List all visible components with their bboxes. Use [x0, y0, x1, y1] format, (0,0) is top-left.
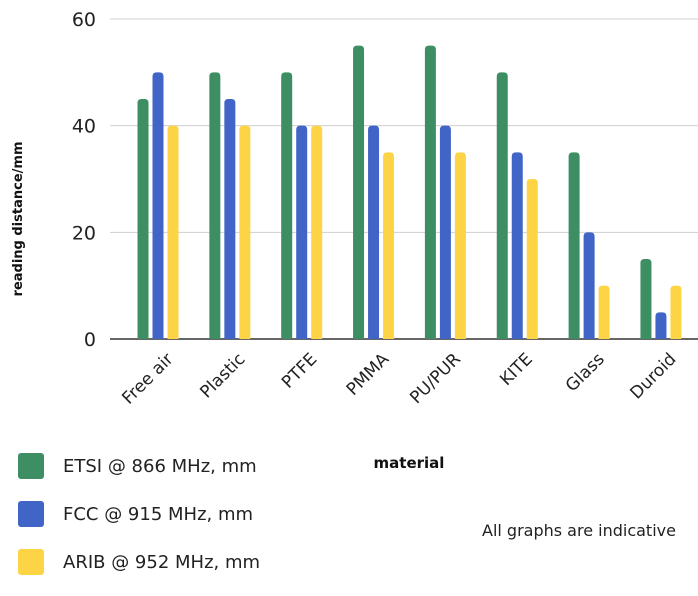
bar-glass-fcc [583, 232, 595, 339]
bar-glass-arib [598, 285, 610, 339]
x-category-label: Duroid [626, 349, 680, 403]
legend: ETSI @ 866 MHz, mm FCC @ 915 MHz, mm ARI… [18, 452, 260, 596]
bar-plastic-etsi [209, 72, 221, 339]
y-tick-labels: 0 20 40 60 [72, 9, 96, 351]
x-category-label: Plastic [196, 349, 249, 402]
legend-label-fcc: FCC @ 915 MHz, mm [63, 503, 254, 525]
y-tick-label: 60 [72, 9, 96, 31]
bar-duroid-fcc [655, 312, 667, 339]
bar-chart: 0 20 40 60 Free air Plastic PTFE PMMA PU/PUR KIT… [11, 9, 698, 472]
x-category-label: PU/PUR [406, 349, 465, 408]
bar-duroid-etsi [640, 259, 652, 339]
bar-pu-pur-etsi [424, 45, 436, 340]
x-axis-title: material [374, 454, 445, 472]
bar-kite-arib [526, 179, 538, 339]
bar-free-air-fcc [152, 72, 164, 339]
bar-free-air-etsi [137, 99, 149, 339]
gridlines [110, 18, 698, 340]
bar-ptfe-etsi [281, 72, 293, 339]
bar-pmma-etsi [353, 45, 365, 340]
y-tick-label: 20 [72, 222, 96, 244]
x-category-label: Glass [562, 349, 609, 396]
y-tick-label: 40 [72, 116, 96, 138]
legend-swatch-arib [18, 549, 44, 575]
y-axis-title: reading distance/mm [11, 142, 26, 297]
bar-glass-etsi [568, 152, 580, 339]
legend-swatch-fcc [18, 501, 44, 527]
bar-free-air-arib [167, 125, 179, 340]
bars [137, 45, 682, 340]
bar-kite-fcc [511, 152, 523, 339]
bar-plastic-arib [239, 125, 251, 340]
bar-duroid-arib [670, 285, 682, 339]
footnote: All graphs are indicative [482, 521, 676, 540]
bar-kite-etsi [496, 72, 508, 339]
bar-pu-pur-arib [454, 152, 466, 339]
x-category-label: KITE [496, 349, 537, 390]
y-tick-label: 0 [84, 329, 96, 351]
x-category-label: PMMA [343, 349, 394, 400]
x-category-label: PTFE [278, 349, 321, 392]
legend-item-etsi: ETSI @ 866 MHz, mm [18, 452, 260, 480]
bar-ptfe-fcc [296, 125, 308, 340]
bar-pu-pur-fcc [439, 125, 451, 340]
x-category-labels: Free air Plastic PTFE PMMA PU/PUR KITE Glass Du… [118, 349, 680, 408]
x-category-label: Free air [118, 349, 177, 408]
legend-item-fcc: FCC @ 915 MHz, mm [18, 500, 260, 528]
legend-label-etsi: ETSI @ 866 MHz, mm [63, 455, 257, 477]
legend-item-arib: ARIB @ 952 MHz, mm [18, 548, 260, 576]
bar-pmma-fcc [368, 125, 380, 340]
bar-pmma-arib [383, 152, 395, 339]
legend-swatch-etsi [18, 453, 44, 479]
bar-plastic-fcc [224, 99, 236, 339]
legend-label-arib: ARIB @ 952 MHz, mm [63, 551, 261, 573]
bar-ptfe-arib [311, 125, 323, 340]
